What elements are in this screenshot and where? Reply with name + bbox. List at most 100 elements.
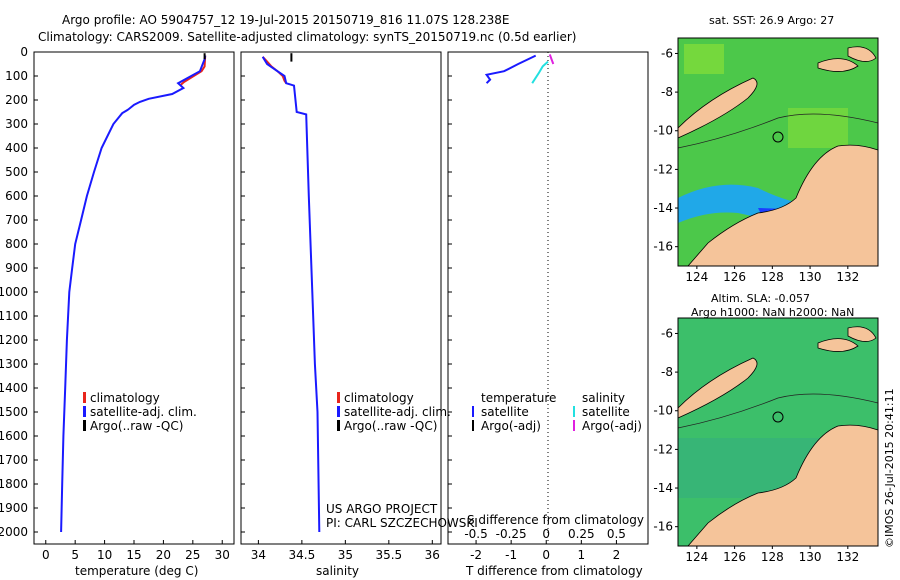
header-title-line2: Climatology: CARS2009. Satellite-adjuste… (38, 30, 576, 44)
salinity-series (261, 53, 321, 533)
sla-map-title-2: Argo h1000: NaN h2000: NaN (691, 306, 854, 319)
map-frame (677, 317, 879, 547)
depth-tick-label: 500 (5, 165, 28, 179)
salinity-panel: 34 34.5 35 35.5 36 salinity climatology sate… (240, 51, 478, 578)
sla-map-image (677, 317, 879, 547)
map-lon-label: 126 (723, 270, 746, 284)
depth-tick-label: 1900 (0, 501, 28, 515)
salinity-x-tick-label: 36 (425, 548, 440, 562)
temperature-x-tick-label: 10 (97, 548, 112, 562)
island (677, 77, 758, 139)
map-lat-label: -14 (653, 481, 673, 495)
map-frame (677, 37, 879, 267)
depth-tick-label: 1800 (0, 477, 28, 491)
difference-legend: temperature satellite Argo(-adj) salinit… (472, 391, 642, 433)
t-difference-label: T difference from climatology (465, 564, 643, 578)
map-lat-label: -8 (661, 365, 673, 379)
map-lon-label: 124 (685, 550, 708, 564)
temperature-plot-frame (33, 51, 235, 545)
difference-series-line (531, 60, 549, 84)
depth-tick-label: 1200 (0, 333, 28, 347)
legend-swatch-temp-satellite (472, 406, 474, 417)
temperature-x-label: temperature (deg C) (75, 564, 198, 578)
australia-coast (687, 424, 879, 547)
depth-tick-label: 600 (5, 189, 28, 203)
depth-tick-label: 100 (5, 69, 28, 83)
map-lat-label: -6 (661, 326, 673, 340)
salinity-x-tick-label: 35.5 (375, 548, 402, 562)
temperature-series-line (60, 55, 207, 533)
map-lon-label: 130 (799, 550, 822, 564)
map-lat-label: -12 (653, 442, 673, 456)
legend-swatch-sal-argo (573, 420, 575, 431)
map-lat-label: -12 (653, 162, 673, 176)
t-difference-tick-label: 2 (613, 548, 621, 562)
map-lon-label: 130 (799, 270, 822, 284)
sst-map-axes: -6 -8 -10 -12 -14 -16 124 126 128 130 132 (653, 46, 859, 284)
depth-tick-label: 1600 (0, 429, 28, 443)
map-lat-label: -10 (653, 404, 673, 418)
salinity-x-tick-label: 34 (251, 548, 266, 562)
salinity-x-tick-label: 35 (338, 548, 353, 562)
depth-tick-label: 900 (5, 261, 28, 275)
depth-tick-label: 200 (5, 93, 28, 107)
depth-tick-label: 1100 (0, 309, 28, 323)
s-difference-label: S difference from climatology (467, 513, 644, 527)
depth-tick-label: 800 (5, 237, 28, 251)
sst-patch (684, 44, 724, 74)
depth-tick-label: 2000 (0, 525, 28, 539)
depth-tick-label: 0 (20, 45, 28, 59)
difference-series-line (484, 54, 537, 84)
temperature-x-tick-label: 15 (126, 548, 141, 562)
sla-map: Altim. SLA: -0.057 Argo h1000: NaN h2000… (653, 292, 879, 564)
depth-tick-label: 1400 (0, 381, 28, 395)
legend-swatch-climatology (337, 392, 340, 403)
temperature-x-axis: 0 5 10 15 20 25 30 (42, 540, 230, 562)
map-lon-label: 128 (761, 270, 784, 284)
sla-map-title-1: Altim. SLA: -0.057 (711, 292, 810, 305)
argo-float-marker (772, 411, 784, 423)
s-difference-tick-label: 0.25 (568, 527, 595, 541)
legend-swatch-satellite (83, 406, 86, 417)
argo-float-marker (772, 131, 784, 143)
salinity-legend-climatology: climatology (344, 391, 414, 405)
sst-map: sat. SST: 26.9 Argo: 27 -6 -8 -10 -12 -14 -16… (653, 14, 879, 284)
temperature-x-tick-label: 0 (42, 548, 50, 562)
island (817, 58, 859, 72)
sla-map-axes: -6 -8 -10 -12 -14 -16 124 126 128 130 132 (653, 326, 859, 564)
difference-plot-frame (447, 51, 649, 545)
header-title-line1: Argo profile: AO 5904757_12 19-Jul-2015 … (62, 13, 509, 27)
s-difference-tick-label: -0.5 (464, 527, 487, 541)
island (847, 326, 877, 342)
temperature-x-tick-label: 5 (71, 548, 79, 562)
temperature-series (60, 53, 207, 533)
bathymetry-contour (677, 113, 879, 149)
map-lon-label: 132 (836, 270, 859, 284)
depth-tick-label: 400 (5, 141, 28, 155)
s-difference-tick-label: 0.5 (607, 527, 626, 541)
map-lat-label: -10 (653, 124, 673, 138)
temperature-x-tick-label: 20 (156, 548, 171, 562)
temperature-panel: 0 5 10 15 20 25 30 temperature (deg C) climato… (33, 51, 235, 578)
salinity-series-line (261, 56, 321, 533)
salinity-legend-argo: Argo(..raw -QC) (344, 419, 437, 433)
map-lat-label: -6 (661, 46, 673, 60)
s-difference-tick-label: 0 (542, 527, 550, 541)
legend-sal-satellite: satellite (582, 405, 630, 419)
map-lon-label: 128 (761, 550, 784, 564)
legend-sal-argo: Argo(-adj) (582, 419, 642, 433)
project-name: US ARGO PROJECT (326, 502, 438, 516)
depth-tick-label: 1000 (0, 285, 28, 299)
depth-tick-label: 300 (5, 117, 28, 131)
legend-salinity-title: salinity (582, 391, 625, 405)
imos-credit: ©IMOS 26-Jul-2015 20:41:11 (883, 388, 896, 548)
legend-temp-satellite: satellite (481, 405, 529, 419)
difference-series-line (548, 54, 555, 65)
temperature-legend-climatology: climatology (90, 391, 160, 405)
salinity-x-tick-label: 34.5 (289, 548, 316, 562)
depth-axis: 0 100 200 300 400 500 600 700 800 900 1000 1100 1200… (0, 45, 452, 539)
legend-swatch-satellite (337, 406, 340, 417)
t-difference-tick-label: -2 (470, 548, 482, 562)
map-lat-label: -14 (653, 201, 673, 215)
